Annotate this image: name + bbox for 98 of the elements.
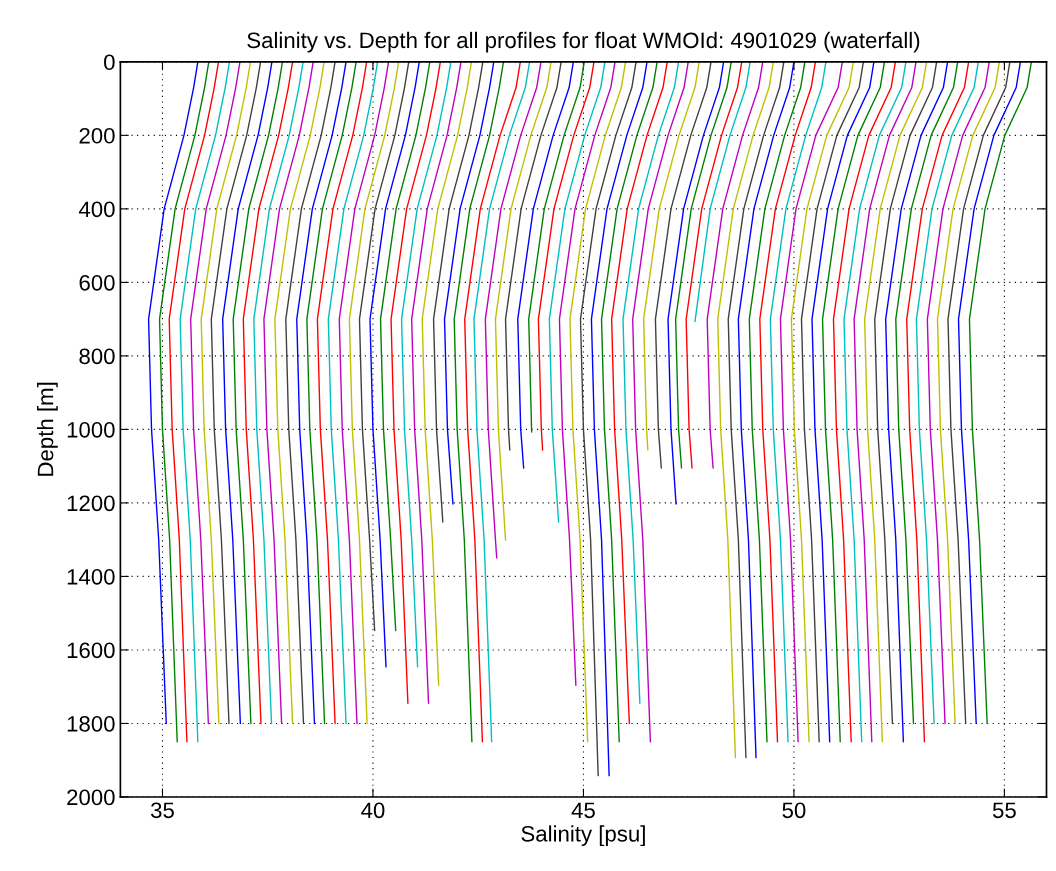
line-series [706, 61, 764, 469]
line-series [327, 61, 379, 725]
line-series [548, 61, 606, 523]
y-tick-label: 200 [79, 127, 115, 144]
line-series [296, 61, 347, 725]
line-series [379, 61, 431, 632]
y-tick-label: 600 [79, 274, 115, 291]
y-axis-title: Depth [m] [37, 382, 58, 476]
line-series [895, 61, 959, 725]
line-series [242, 61, 294, 725]
line-series [285, 61, 336, 725]
line-series [610, 61, 668, 725]
line-series [210, 61, 262, 725]
line-series [189, 61, 241, 725]
line-series [443, 61, 495, 505]
x-tick-label: 55 [992, 802, 1016, 819]
line-series [631, 61, 689, 743]
line-series [727, 61, 785, 759]
line-series [504, 61, 562, 451]
line-series [432, 61, 484, 523]
x-tick-label: 45 [571, 802, 595, 819]
line-series [558, 61, 616, 686]
line-series [832, 61, 897, 743]
line-series [179, 61, 231, 743]
line-series [537, 61, 595, 451]
line-series [947, 61, 1011, 725]
y-tick-label: 1600 [67, 642, 115, 659]
line-series [811, 61, 875, 743]
line-series [685, 61, 743, 469]
chart-title: Salinity vs. Depth for all profiles for float WMOId: 4901029 (waterfall) [247, 31, 920, 53]
line-series [253, 61, 304, 725]
y-tick-label: 1400 [67, 568, 115, 585]
line-series [600, 61, 658, 743]
line-series [915, 61, 979, 725]
line-series [737, 61, 795, 759]
line-series [579, 61, 637, 777]
line-series [306, 61, 357, 725]
line-series [274, 61, 325, 725]
line-series [464, 61, 521, 743]
line-series [400, 61, 452, 668]
line-series [221, 61, 273, 725]
line-series [316, 61, 368, 725]
line-series [769, 61, 827, 743]
line-series [622, 61, 680, 704]
line-series [874, 61, 938, 725]
line-series [158, 61, 210, 743]
line-series [528, 61, 585, 433]
line-series [494, 61, 552, 541]
line-series [232, 61, 284, 725]
y-tick-label: 0 [104, 54, 115, 71]
line-series [926, 61, 990, 725]
line-series [717, 61, 774, 759]
x-tick-label: 40 [361, 802, 385, 819]
line-series [800, 61, 865, 743]
line-series [484, 61, 542, 559]
line-series [200, 61, 252, 725]
y-tick-label: 800 [79, 348, 115, 365]
line-series [674, 61, 732, 469]
y-tick-label: 1000 [67, 421, 115, 438]
line-series [748, 61, 806, 743]
line-series [338, 61, 390, 725]
y-tick-label: 1800 [67, 715, 115, 732]
line-series [358, 61, 410, 632]
line-series [779, 61, 844, 743]
line-series [390, 61, 442, 704]
y-tick-label: 1200 [67, 495, 115, 512]
line-series [453, 61, 505, 743]
line-series [348, 61, 400, 725]
line-series [147, 61, 199, 725]
y-tick-label: 400 [78, 201, 115, 218]
line-series [667, 61, 725, 505]
x-tick-label: 50 [782, 802, 806, 819]
line-series [263, 61, 314, 725]
line-series [654, 61, 712, 469]
y-tick-label: 2000 [67, 789, 115, 806]
line-series [906, 61, 970, 743]
line-series [410, 61, 462, 704]
line-series [759, 61, 817, 743]
line-series [790, 61, 854, 743]
line-series [168, 61, 220, 743]
line-series [473, 61, 531, 743]
line-series [590, 61, 648, 777]
line-series [843, 61, 907, 743]
line-series [642, 61, 700, 451]
line-series [369, 61, 420, 668]
line-series [569, 61, 627, 743]
line-series [694, 61, 751, 323]
line-series [863, 61, 928, 743]
line-series [968, 61, 1033, 725]
line-series [517, 61, 575, 469]
line-series [936, 61, 1001, 725]
x-tick-label: 35 [150, 802, 174, 819]
line-series [853, 61, 917, 743]
line-series [957, 61, 1022, 725]
line-series [884, 61, 949, 743]
line-series [421, 61, 473, 686]
x-axis-title: Salinity [psu] [521, 825, 645, 847]
line-series [821, 61, 886, 743]
